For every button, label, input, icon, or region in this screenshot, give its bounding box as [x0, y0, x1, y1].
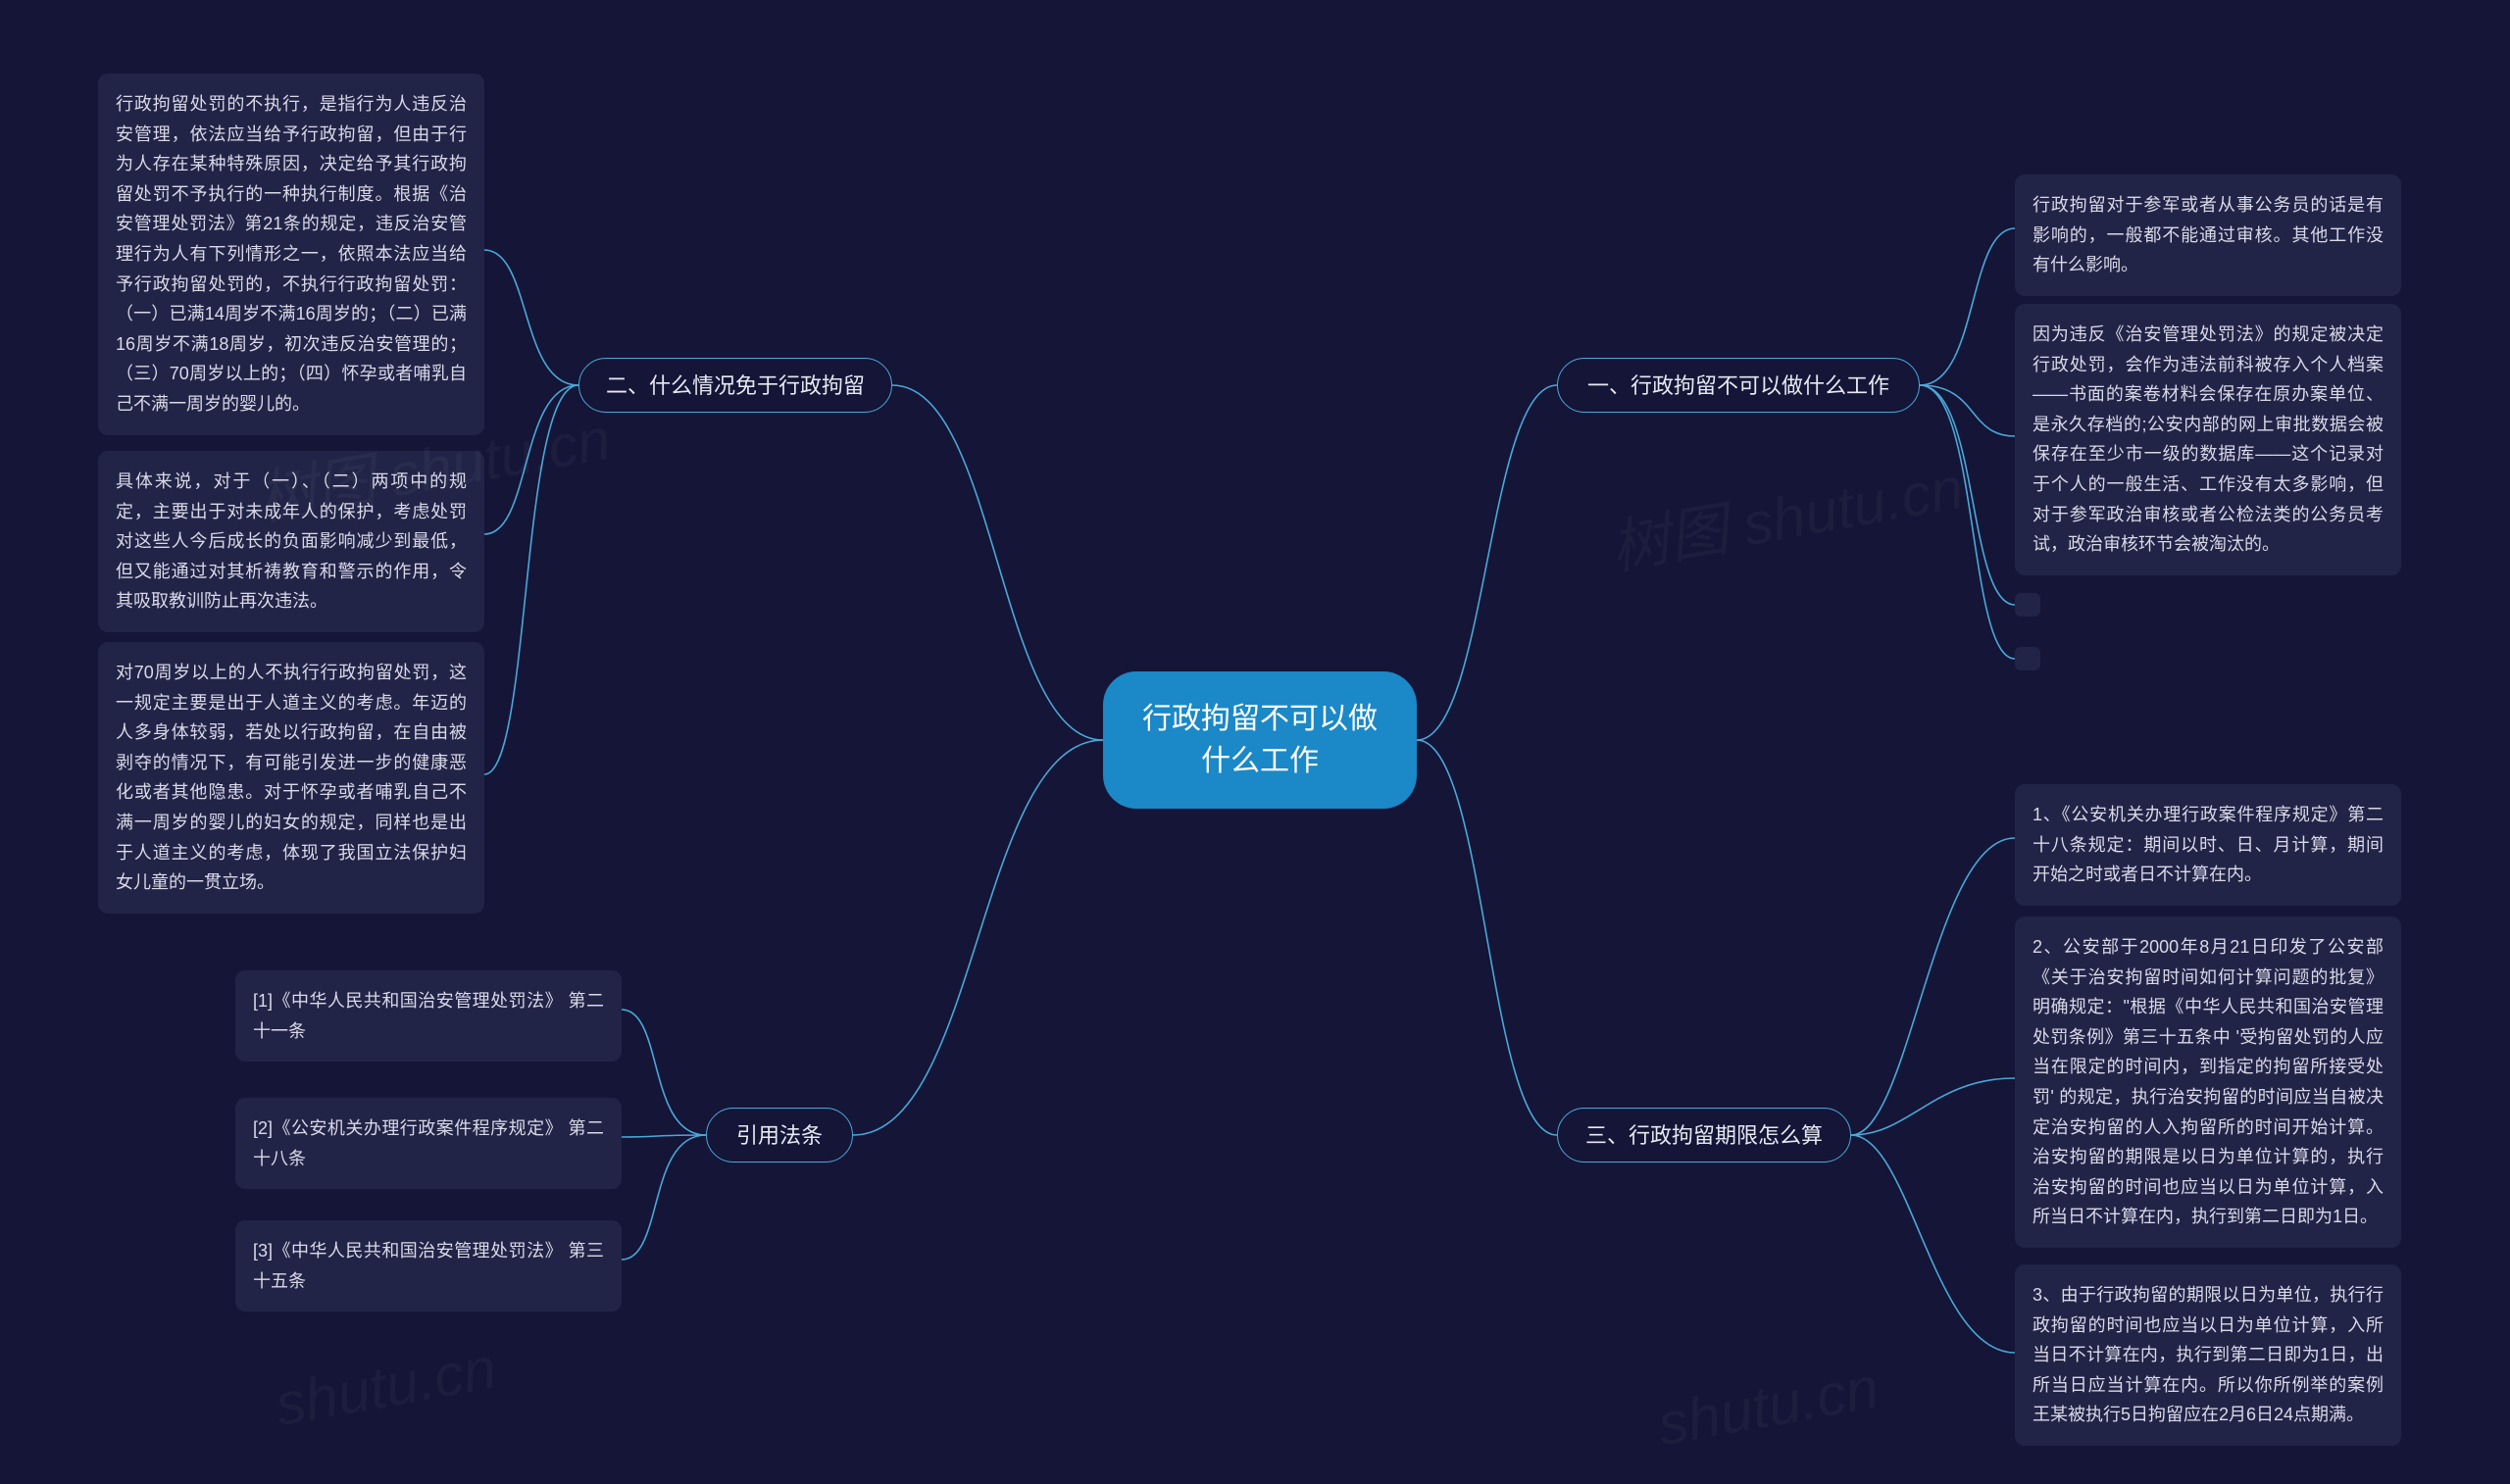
branch-node-b3[interactable]: 三、行政拘留期限怎么算 [1557, 1108, 1851, 1162]
leaf-node[interactable]: 1、《公安机关办理行政案件程序规定》第二十八条规定：期间以时、日、月计算，期间开… [2015, 784, 2401, 906]
leaf-text: 对70周岁以上的人不执行行政拘留处罚，这一规定主要是出于人道主义的考虑。年迈的人… [116, 658, 467, 898]
leaf-node[interactable]: 行政拘留对于参军或者从事公务员的话是有影响的，一般都不能通过审核。其他工作没有什… [2015, 174, 2401, 296]
leaf-text: 3、由于行政拘留的期限以日为单位，执行行政拘留的时间也应当以日为单位计算，入所当… [2033, 1280, 2384, 1430]
leaf-text: [1]《中华人民共和国治安管理处罚法》 第二十一条 [253, 986, 604, 1046]
leaf-text: 行政拘留处罚的不执行，是指行为人违反治安管理，依法应当给予行政拘留，但由于行为人… [116, 89, 467, 420]
leaf-node[interactable]: 3、由于行政拘留的期限以日为单位，执行行政拘留的时间也应当以日为单位计算，入所当… [2015, 1264, 2401, 1446]
branch-node-b1[interactable]: 一、行政拘留不可以做什么工作 [1557, 358, 1920, 413]
branch-label: 二、什么情况免于行政拘留 [606, 370, 865, 402]
leaf-text: [2]《公安机关办理行政案件程序规定》 第二十八条 [253, 1113, 604, 1173]
leaf-text: 1、《公安机关办理行政案件程序规定》第二十八条规定：期间以时、日、月计算，期间开… [2033, 800, 2384, 890]
leaf-stub [2015, 593, 2040, 617]
branch-label: 一、行政拘留不可以做什么工作 [1587, 370, 1889, 402]
leaf-text: [3]《中华人民共和国治安管理处罚法》 第三十五条 [253, 1236, 604, 1296]
leaf-node[interactable]: 行政拘留处罚的不执行，是指行为人违反治安管理，依法应当给予行政拘留，但由于行为人… [98, 74, 484, 435]
leaf-text: 行政拘留对于参军或者从事公务员的话是有影响的，一般都不能通过审核。其他工作没有什… [2033, 190, 2384, 280]
leaf-node[interactable]: 2、公安部于2000年8月21日印发了公安部《关于治安拘留时间如何计算问题的批复… [2015, 916, 2401, 1248]
leaf-node[interactable]: 具体来说，对于（一）、（二）两项中的规定，主要出于对未成年人的保护，考虑处罚对这… [98, 451, 484, 632]
leaf-node[interactable]: 因为违反《治安管理处罚法》的规定被决定行政处罚，会作为违法前科被存入个人档案——… [2015, 304, 2401, 575]
leaf-text: 2、公安部于2000年8月21日印发了公安部《关于治安拘留时间如何计算问题的批复… [2033, 932, 2384, 1232]
leaf-node[interactable]: [1]《中华人民共和国治安管理处罚法》 第二十一条 [235, 970, 622, 1062]
leaf-text: 具体来说，对于（一）、（二）两项中的规定，主要出于对未成年人的保护，考虑处罚对这… [116, 467, 467, 617]
leaf-node[interactable]: 对70周岁以上的人不执行行政拘留处罚，这一规定主要是出于人道主义的考虑。年迈的人… [98, 642, 484, 914]
branch-label: 引用法条 [736, 1119, 823, 1152]
leaf-text: 因为违反《治安管理处罚法》的规定被决定行政处罚，会作为违法前科被存入个人档案——… [2033, 320, 2384, 560]
leaf-node[interactable]: [2]《公安机关办理行政案件程序规定》 第二十八条 [235, 1098, 622, 1189]
branch-label: 三、行政拘留期限怎么算 [1585, 1119, 1823, 1152]
leaf-stub [2015, 647, 2040, 670]
leaf-node[interactable]: [3]《中华人民共和国治安管理处罚法》 第三十五条 [235, 1220, 622, 1311]
branch-node-b2[interactable]: 二、什么情况免于行政拘留 [578, 358, 892, 413]
root-node[interactable]: 行政拘留不可以做什么工作 [1103, 671, 1417, 809]
branch-node-b4[interactable]: 引用法条 [706, 1108, 853, 1162]
